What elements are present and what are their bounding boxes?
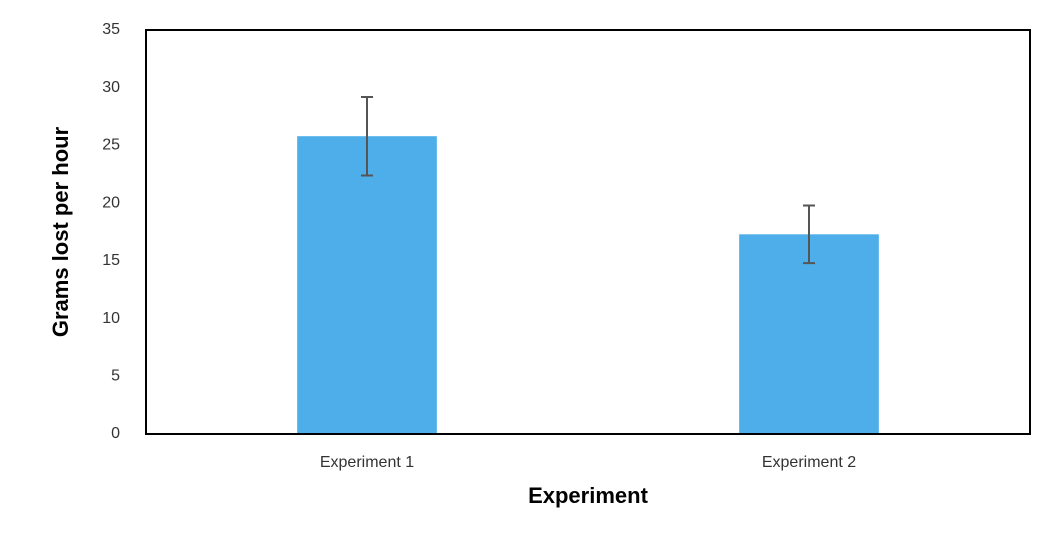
x-axis-title: Experiment bbox=[528, 483, 648, 508]
bar bbox=[297, 136, 437, 435]
y-tick-label: 20 bbox=[102, 194, 120, 211]
x-tick-label: Experiment 2 bbox=[762, 454, 856, 471]
y-tick-label: 5 bbox=[111, 368, 120, 385]
bar bbox=[739, 234, 879, 434]
error-bar bbox=[803, 204, 815, 265]
error-bar bbox=[361, 95, 373, 177]
y-tick-label: 25 bbox=[102, 137, 120, 154]
y-tick-label: 35 bbox=[102, 21, 120, 38]
x-tick-label: Experiment 1 bbox=[320, 454, 414, 471]
y-tick-label: 15 bbox=[102, 252, 120, 269]
y-tick-label: 0 bbox=[111, 425, 120, 442]
plot-frame bbox=[145, 29, 1031, 435]
y-tick-label: 10 bbox=[102, 310, 120, 327]
y-tick-label: 30 bbox=[102, 79, 120, 96]
y-axis-title: Grams lost per hour bbox=[48, 126, 73, 337]
